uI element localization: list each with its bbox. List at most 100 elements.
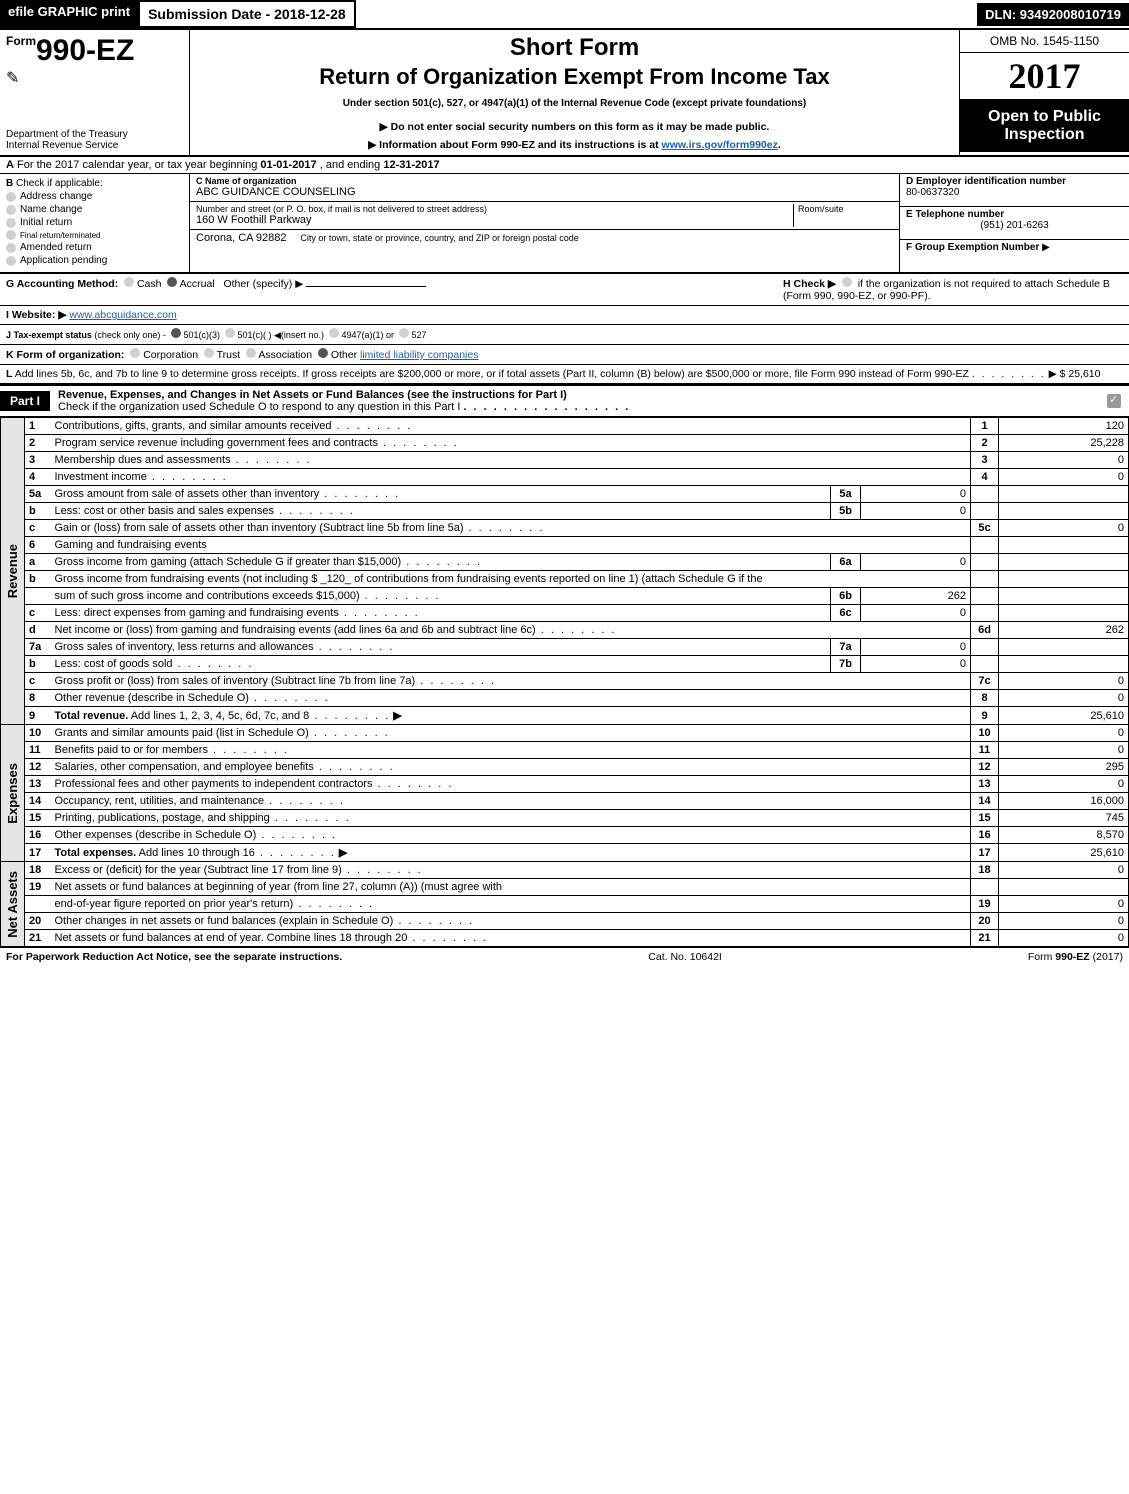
radio-icon-selected[interactable] [318, 348, 328, 358]
line-text: Less: cost of goods sold [51, 656, 831, 673]
chk-application-pending[interactable]: Application pending [6, 255, 183, 266]
radio-icon[interactable] [246, 348, 256, 358]
line-a-label: A [6, 159, 14, 171]
table-row: 14Occupancy, rent, utilities, and mainte… [1, 793, 1129, 810]
line-text: Gross income from gaming (attach Schedul… [51, 554, 831, 571]
addr-label: Number and street (or P. O. box, if mail… [196, 204, 793, 214]
chk-label: Name change [20, 204, 82, 215]
box-number: 18 [971, 862, 999, 879]
footer-mid: Cat. No. 10642I [648, 951, 722, 963]
grey-cell [999, 571, 1129, 588]
line-text: Other expenses (describe in Schedule O) [51, 827, 971, 844]
box-number: 11 [971, 742, 999, 759]
org-name: ABC GUIDANCE COUNSELING [196, 186, 893, 198]
radio-icon [6, 192, 16, 202]
table-row: 7aGross sales of inventory, less returns… [1, 639, 1129, 656]
chk-label: Amended return [20, 242, 92, 253]
table-row: 5aGross amount from sale of assets other… [1, 486, 1129, 503]
arrow2-suffix: . [778, 139, 781, 151]
city-cell: Corona, CA 92882 City or town, state or … [190, 230, 899, 258]
right-ids-column: D Employer identification number 80-0637… [899, 174, 1129, 272]
box-value: 0 [999, 776, 1129, 793]
k-other-link[interactable]: limited liability companies [360, 349, 478, 361]
line-number: 16 [25, 827, 51, 844]
dept-line-1: Department of the Treasury [6, 129, 183, 140]
line-i: I Website: ▶ www.abcguidance.com [0, 306, 1129, 325]
radio-icon[interactable] [399, 328, 409, 338]
chk-name-change[interactable]: Name change [6, 204, 183, 215]
box-value: 0 [999, 690, 1129, 707]
line-number: 1 [25, 418, 51, 435]
chk-initial-return[interactable]: Initial return [6, 217, 183, 228]
radio-icon[interactable] [842, 277, 852, 287]
line-number: 12 [25, 759, 51, 776]
line-number: 19 [25, 879, 51, 896]
chk-label: Initial return [20, 217, 72, 228]
sub-line-value: 0 [861, 554, 971, 571]
grey-cell [999, 639, 1129, 656]
table-row: cGain or (loss) from sale of assets othe… [1, 520, 1129, 537]
form-prefix: Form [6, 34, 36, 48]
line-number: 7a [25, 639, 51, 656]
table-row: 3Membership dues and assessments30 [1, 452, 1129, 469]
radio-icon[interactable] [124, 277, 134, 287]
line-number: 9 [25, 707, 51, 725]
chk-final-return[interactable]: Final return/terminated [6, 230, 183, 240]
h-label: H Check ▶ [783, 278, 836, 290]
footer-right-suf: (2017) [1090, 951, 1123, 963]
box-number: 2 [971, 435, 999, 452]
main-title: Return of Organization Exempt From Incom… [198, 64, 951, 90]
grey-cell [971, 537, 999, 554]
short-form-title: Short Form [198, 34, 951, 62]
radio-icon-selected[interactable] [167, 277, 177, 287]
omb-box: OMB No. 1545-1150 [960, 30, 1129, 53]
table-row: end-of-year figure reported on prior yea… [1, 896, 1129, 913]
line-text: Gaming and fundraising events [51, 537, 971, 554]
box-number: 10 [971, 725, 999, 742]
line-number: 6 [25, 537, 51, 554]
tax-year-end: 12-31-2017 [383, 159, 439, 171]
sub-line-number: 5a [831, 486, 861, 503]
radio-icon-selected[interactable] [171, 328, 181, 338]
chk-address-change[interactable]: Address change [6, 191, 183, 202]
radio-icon[interactable] [130, 348, 140, 358]
header-strip: efile GRAPHIC print Submission Date - 20… [0, 0, 1129, 30]
grey-cell [971, 639, 999, 656]
g-label: G Accounting Method: [6, 278, 118, 290]
line-text: Other revenue (describe in Schedule O) [51, 690, 971, 707]
website-link[interactable]: www.abcguidance.com [69, 309, 176, 321]
line-text: Net income or (loss) from gaming and fun… [51, 622, 971, 639]
radio-icon [6, 256, 16, 266]
box-number: 6d [971, 622, 999, 639]
table-row: 6Gaming and fundraising events [1, 537, 1129, 554]
box-value: 0 [999, 520, 1129, 537]
grey-cell [999, 879, 1129, 896]
radio-icon[interactable] [204, 348, 214, 358]
line-number: b [25, 503, 51, 520]
line-number: 5a [25, 486, 51, 503]
line-h: H Check ▶ if the organization is not req… [783, 277, 1123, 302]
k-opt-2: Association [258, 349, 312, 361]
line-text: Salaries, other compensation, and employ… [51, 759, 971, 776]
instructions-link[interactable]: www.irs.gov/form990ez [662, 139, 778, 151]
l-text: Add lines 5b, 6c, and 7b to line 9 to de… [15, 368, 969, 380]
line-text: Gross sales of inventory, less returns a… [51, 639, 831, 656]
box-number: 21 [971, 930, 999, 947]
j-note: (check only one) - [94, 330, 166, 340]
info-grid: B Check if applicable: Address change Na… [0, 174, 1129, 274]
footer-right: Form 990-EZ (2017) [1028, 951, 1123, 963]
chk-label: Address change [20, 191, 92, 202]
schedule-o-checkbox[interactable] [1107, 394, 1121, 408]
footer-right-pre: Form [1028, 951, 1055, 963]
box-number: 14 [971, 793, 999, 810]
radio-icon[interactable] [225, 328, 235, 338]
k-opt-0: Corporation [143, 349, 198, 361]
f-label: F Group Exemption Number [906, 242, 1039, 253]
box-value: 262 [999, 622, 1129, 639]
l-amount: $ 25,610 [1060, 368, 1101, 380]
box-number: 20 [971, 913, 999, 930]
radio-icon[interactable] [329, 328, 339, 338]
box-number: 15 [971, 810, 999, 827]
chk-amended-return[interactable]: Amended return [6, 242, 183, 253]
table-row: 15Printing, publications, postage, and s… [1, 810, 1129, 827]
